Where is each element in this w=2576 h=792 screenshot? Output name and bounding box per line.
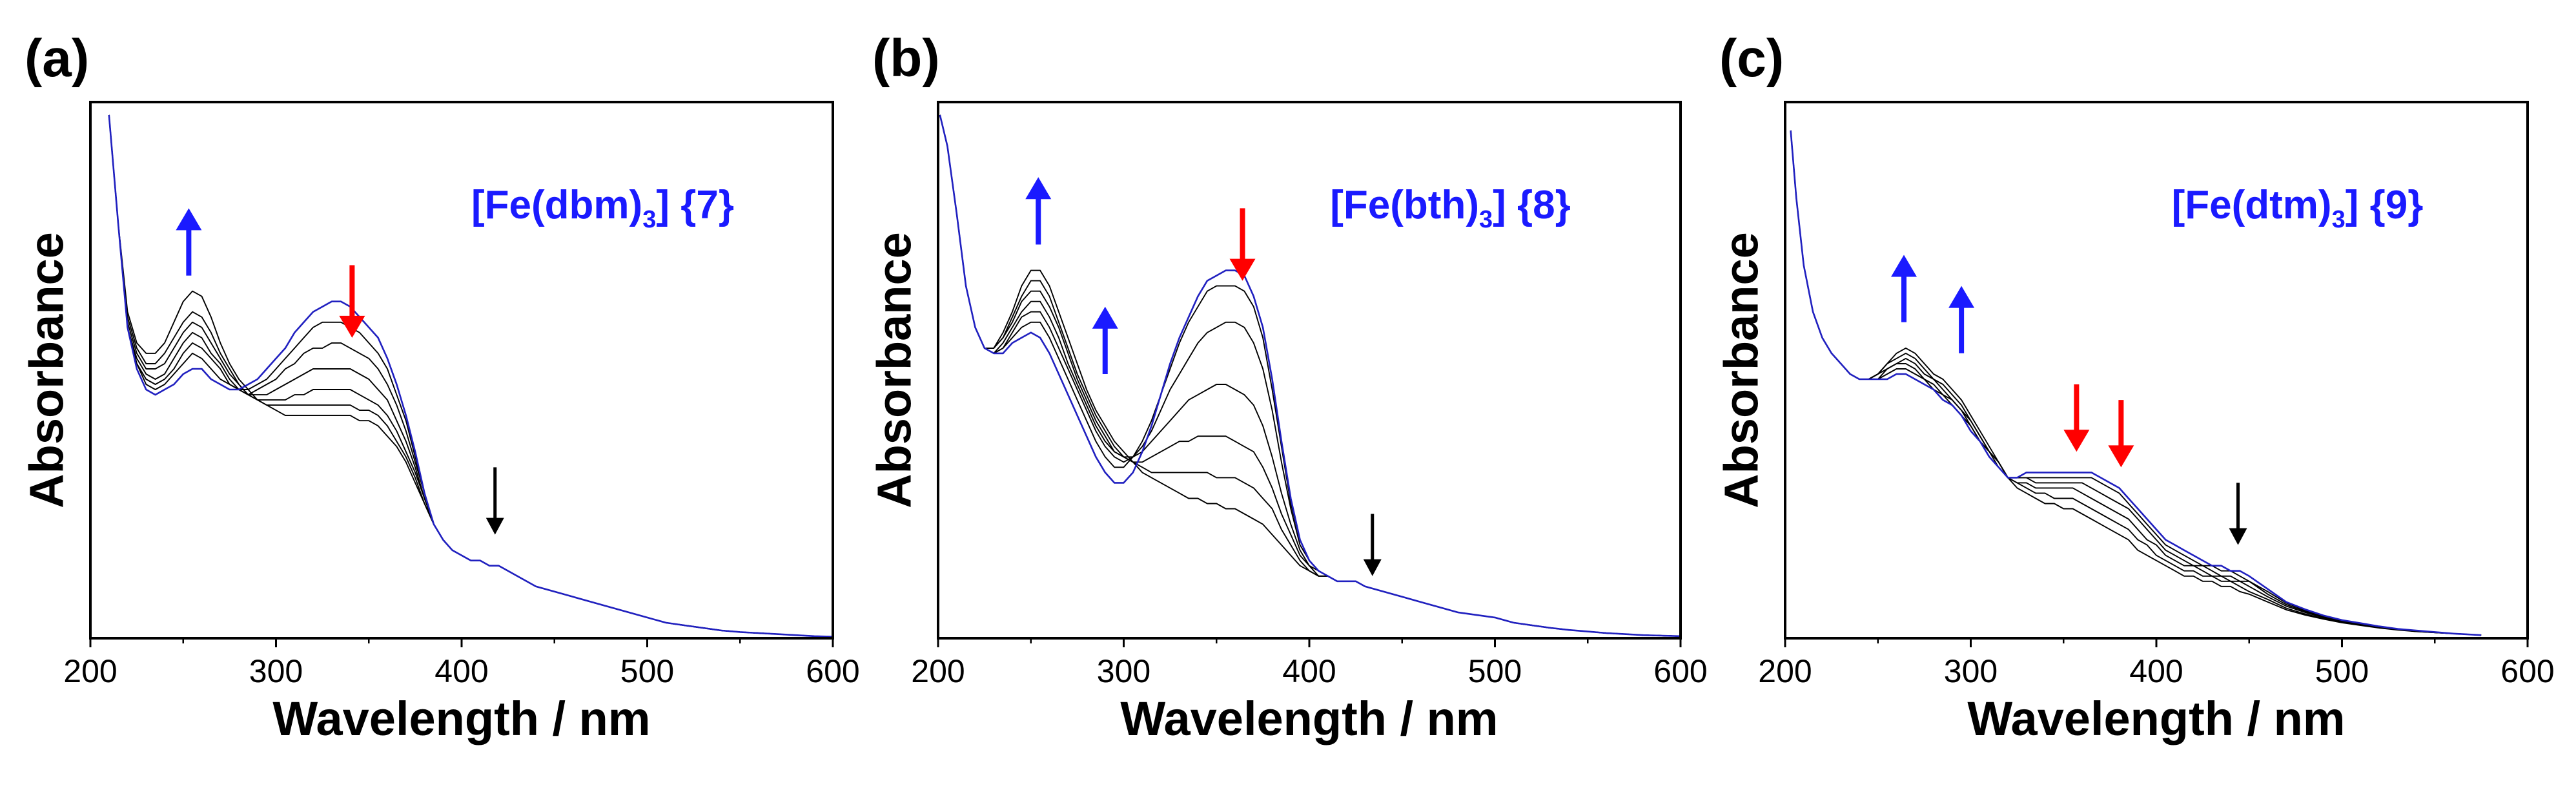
arrow-head bbox=[1229, 258, 1256, 281]
compound-label-suffix: ] {8} bbox=[1493, 183, 1571, 227]
compound-label-subscript: 3 bbox=[2332, 206, 2346, 233]
compound-label: [Fe(bth)3] {8} bbox=[1330, 183, 1570, 233]
arrow-head bbox=[1891, 255, 1917, 277]
series-line-6 bbox=[939, 114, 1681, 638]
arrow-head bbox=[486, 517, 504, 535]
x-axis-label: Wavelength / nm bbox=[1967, 692, 2345, 745]
compound-label-suffix: ] {9} bbox=[2346, 183, 2424, 227]
arrow-head bbox=[339, 315, 365, 338]
x-tick-label: 500 bbox=[620, 653, 674, 689]
increase-arrow bbox=[1948, 286, 1975, 353]
decrease-arrow bbox=[339, 265, 365, 338]
compound-label: [Fe(dbm)3] {7} bbox=[471, 183, 734, 233]
x-tick-label: 400 bbox=[434, 653, 488, 689]
increase-arrow bbox=[1891, 255, 1917, 322]
series-group bbox=[939, 114, 1681, 638]
series-group bbox=[108, 114, 833, 638]
x-tick-label: 500 bbox=[1468, 653, 1522, 689]
x-tick-label: 300 bbox=[1944, 653, 1998, 689]
x-tick-label: 300 bbox=[249, 653, 303, 689]
panel-label: (c) bbox=[1719, 29, 1784, 88]
series-line-5 bbox=[1790, 130, 2482, 636]
x-tick-label: 400 bbox=[1282, 653, 1336, 689]
decrease-arrow bbox=[1229, 208, 1256, 281]
x-tick-label: 400 bbox=[2129, 653, 2183, 689]
panel-label: (a) bbox=[25, 29, 89, 88]
y-axis-label: Absorbance bbox=[1715, 232, 1768, 508]
series-line-1 bbox=[1790, 130, 2482, 636]
series-line-6 bbox=[108, 114, 833, 638]
decrease-arrow bbox=[2229, 483, 2247, 545]
decrease-arrow bbox=[2108, 400, 2134, 468]
arrow-head bbox=[1948, 286, 1975, 308]
series-line-3 bbox=[1790, 130, 2482, 636]
compound-label-subscript: 3 bbox=[1479, 206, 1493, 233]
y-axis-label: Absorbance bbox=[20, 232, 74, 508]
panel-b: (b) 200 300 400 500 600 Wavelength / nm Absorb… bbox=[868, 29, 1708, 745]
x-axis-label: Wavelength / nm bbox=[272, 692, 650, 745]
panel-c: (c) 200 300 400 500 600 Wavelength / nm Absorb… bbox=[1715, 29, 2555, 745]
compound-label-suffix: ] {7} bbox=[656, 183, 734, 227]
x-tick-label: 300 bbox=[1097, 653, 1150, 689]
increase-arrow bbox=[176, 208, 202, 276]
arrow-head bbox=[1363, 559, 1382, 576]
x-tick-label: 200 bbox=[63, 653, 117, 689]
compound-label-subscript: 3 bbox=[642, 206, 656, 233]
x-tick-label: 200 bbox=[911, 653, 965, 689]
arrow-head bbox=[1025, 177, 1052, 200]
x-axis-label: Wavelength / nm bbox=[1120, 692, 1498, 745]
series-line-4 bbox=[1790, 130, 2482, 636]
increase-arrow bbox=[1092, 306, 1118, 374]
compound-label-main: [Fe(dtm) bbox=[2172, 183, 2332, 227]
series-group bbox=[1790, 130, 2482, 636]
arrow-head bbox=[176, 208, 202, 231]
compound-label: [Fe(dtm)3] {9} bbox=[2172, 183, 2424, 233]
decrease-arrow bbox=[2063, 384, 2090, 452]
x-tick-label: 600 bbox=[1653, 653, 1707, 689]
arrow-head bbox=[2108, 445, 2134, 468]
arrow-head bbox=[1092, 306, 1118, 329]
panel-label: (b) bbox=[872, 29, 940, 88]
x-tick-label: 600 bbox=[806, 653, 859, 689]
arrow-head bbox=[2229, 528, 2247, 545]
increase-arrow bbox=[1025, 177, 1052, 245]
decrease-arrow bbox=[486, 467, 504, 535]
series-line-2 bbox=[1790, 130, 2482, 636]
compound-label-main: [Fe(bth) bbox=[1330, 183, 1479, 227]
decrease-arrow bbox=[1363, 514, 1382, 576]
compound-label-main: [Fe(dbm) bbox=[471, 183, 642, 227]
arrow-head bbox=[2063, 430, 2090, 452]
x-tick-label: 500 bbox=[2315, 653, 2369, 689]
y-axis-label: Absorbance bbox=[868, 232, 921, 508]
panel-a: (a) 200 300 400 500 600 Wavelength / nm Absorb… bbox=[20, 29, 860, 745]
x-tick-label: 200 bbox=[1758, 653, 1812, 689]
x-tick-label: 600 bbox=[2500, 653, 2554, 689]
